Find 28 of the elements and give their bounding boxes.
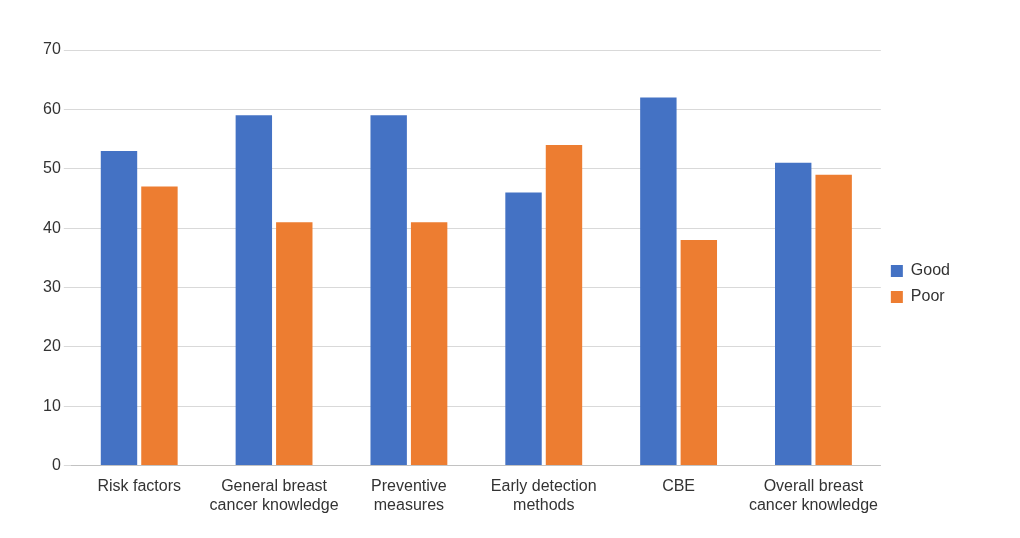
y-tick-label: 40	[43, 218, 61, 236]
legend-label: Good	[910, 261, 950, 279]
y-tick-label: 10	[43, 396, 61, 414]
bar	[680, 239, 718, 466]
bar	[815, 174, 852, 466]
x-tick-label: CBE	[662, 476, 696, 494]
x-tick-label: Preventive measures	[371, 476, 447, 513]
x-tick-label: Risk factors	[97, 476, 182, 494]
y-tick-label: 50	[43, 159, 61, 177]
y-tick-label: 30	[43, 277, 61, 295]
legend-label: Poor	[910, 287, 946, 305]
y-tick-label: 0	[51, 456, 61, 474]
bar	[100, 150, 138, 466]
bar	[370, 115, 407, 466]
bar	[505, 192, 542, 466]
bar	[276, 222, 313, 466]
y-tick-label: 60	[43, 99, 61, 117]
bar	[640, 97, 677, 466]
bar	[410, 222, 448, 466]
x-tick-label: Early detection methods	[490, 476, 597, 513]
bar	[235, 115, 273, 466]
y-tick-label: 20	[43, 337, 61, 355]
y-tick-label: 70	[43, 40, 61, 58]
bar	[141, 186, 178, 466]
bar	[545, 144, 583, 466]
x-tick-label: Overall breast cancer knowledge	[748, 476, 879, 513]
x-tick-label: General breast cancer knowledge	[209, 476, 339, 513]
bar	[775, 162, 812, 466]
